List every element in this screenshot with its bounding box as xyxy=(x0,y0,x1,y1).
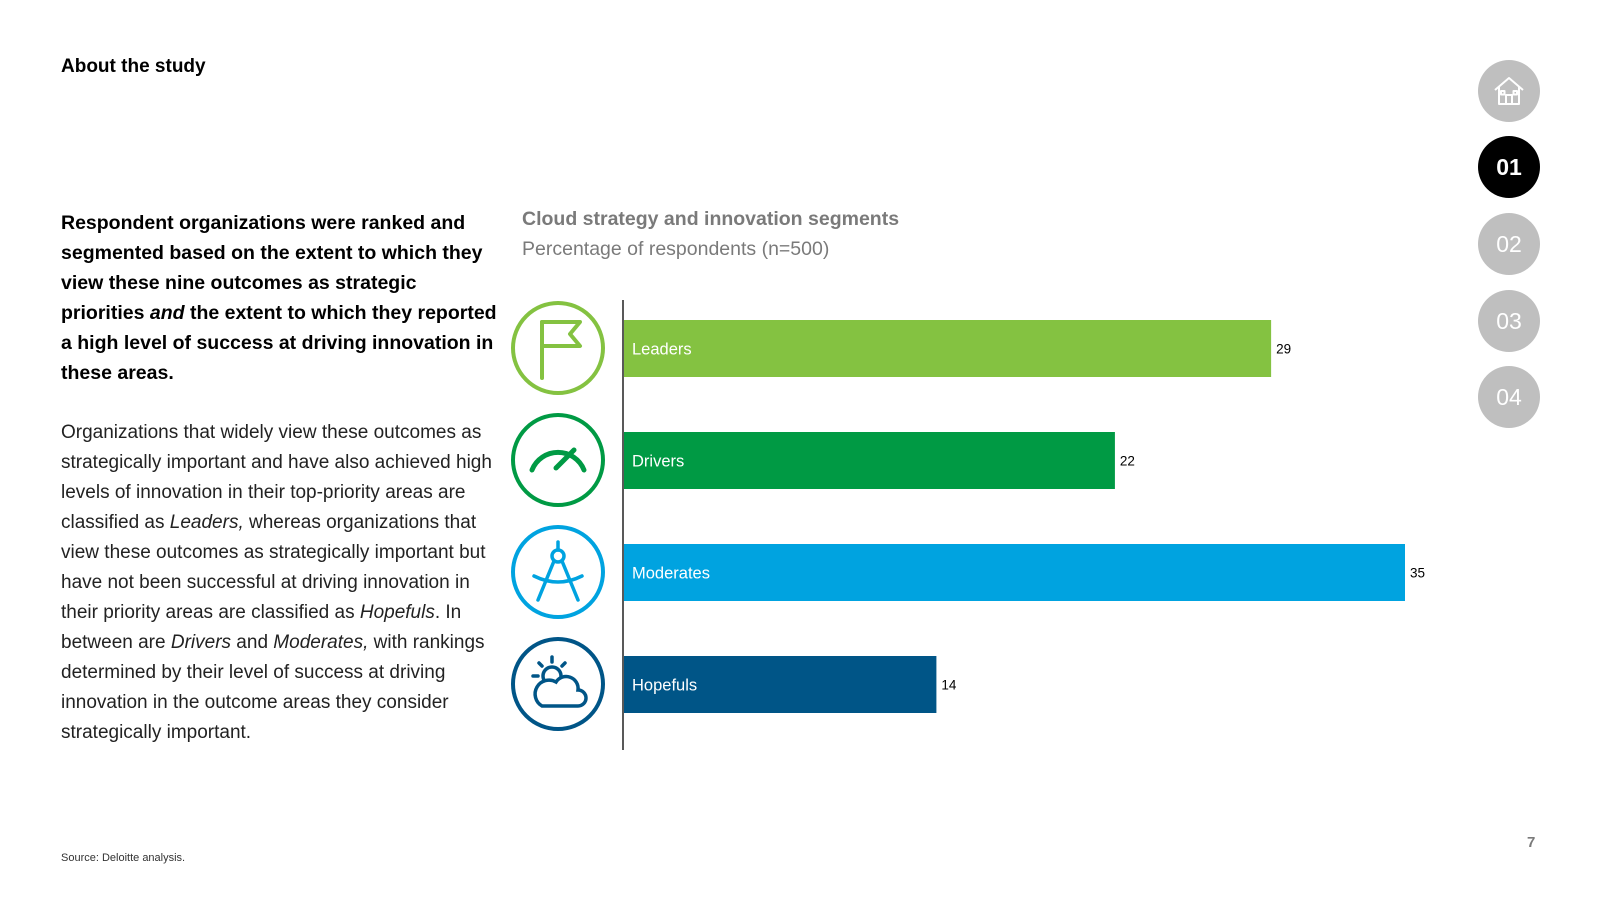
bar-label-moderates: Moderates xyxy=(632,565,710,583)
nav-section-02[interactable]: 02 xyxy=(1478,213,1540,275)
lead-paragraph: Respondent organizations were ranked and… xyxy=(61,212,497,384)
bar-hopefuls xyxy=(624,656,937,713)
nav-section-01[interactable]: 01 xyxy=(1478,136,1540,198)
source-note: Source: Deloitte analysis. xyxy=(61,852,186,864)
bar-leaders xyxy=(624,320,1272,377)
weather-icon xyxy=(511,637,605,731)
home-icon xyxy=(1494,77,1524,105)
flag-icon xyxy=(511,301,605,395)
nav-section-03[interactable]: 03 xyxy=(1478,290,1540,352)
nav-section-04[interactable]: 04 xyxy=(1478,366,1540,428)
data-label-hopefuls: 14 xyxy=(941,678,957,693)
speedometer-icon xyxy=(511,413,605,507)
bar-label-drivers: Drivers xyxy=(632,453,684,471)
data-label-leaders: 29 xyxy=(1276,342,1291,357)
nav-home-button[interactable] xyxy=(1478,60,1540,122)
page-number: 7 xyxy=(1527,834,1536,851)
chart-title: Cloud strategy and innovation segments xyxy=(522,208,900,230)
bar-label-leaders: Leaders xyxy=(632,341,692,359)
bar-label-hopefuls: Hopefuls xyxy=(632,677,697,695)
chart-subtitle: Percentage of respondents (n=500) xyxy=(522,238,830,260)
section-title: About the study xyxy=(61,56,206,77)
segments-bar-chart: Leaders 29 Drivers 22 Moderates 35 Hopefuls 14 xyxy=(511,300,1425,750)
compass-icon xyxy=(511,525,605,619)
bar-drivers xyxy=(624,432,1115,489)
bar-moderates xyxy=(624,544,1405,601)
data-label-drivers: 22 xyxy=(1120,454,1135,469)
data-label-moderates: 35 xyxy=(1410,566,1425,581)
body-paragraph: Organizations that widely view these out… xyxy=(61,422,492,743)
